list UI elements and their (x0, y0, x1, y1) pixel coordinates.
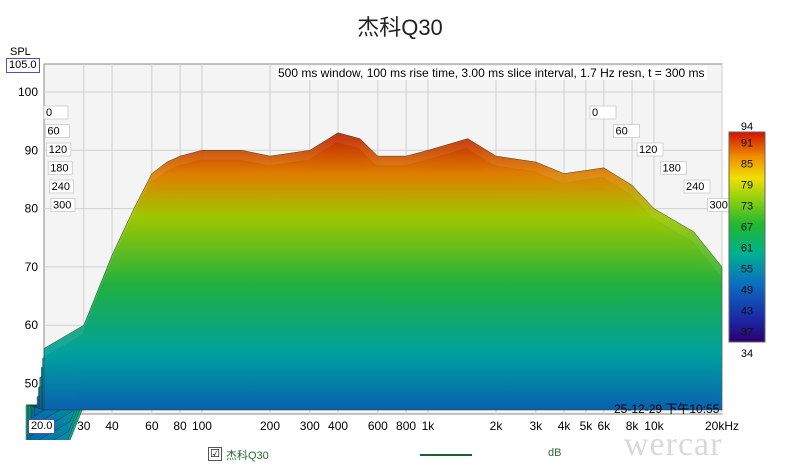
colorbar-tick: 49 (741, 285, 753, 297)
colorbar-tick: 37 (741, 327, 753, 339)
x-tick-label: 200 (260, 419, 280, 433)
legend-series-name: 杰科Q30 (226, 450, 269, 462)
time-label-box (50, 198, 76, 212)
time-labels-left: 0 60 120 180 240 300 (43, 105, 76, 212)
time-tick-left: 300 (53, 200, 71, 212)
colorbar-tick: 34 (741, 348, 753, 360)
x-tick-label: 3k (529, 419, 543, 433)
time-labels-right: 0 60 120 180 240 300 (589, 105, 734, 212)
x-axis-labels: 30 40 60 80 100 200 300 400 600 800 1k 2k 3k 4k 5k 6k 8k… (77, 419, 739, 433)
x-tick-label: 600 (368, 419, 388, 433)
colorbar-tick: 73 (741, 201, 753, 213)
x-tick-label: 800 (396, 419, 416, 433)
legend-unit: dB (548, 447, 562, 459)
time-tick-left: 240 (52, 181, 70, 193)
y-tick-label: 60 (25, 318, 39, 332)
colorbar-tick: 79 (741, 180, 753, 192)
legend-line-swatch (420, 454, 472, 456)
time-tick-left: 60 (47, 126, 59, 138)
time-label-box (613, 124, 640, 138)
x-tick-label: 40 (105, 419, 119, 433)
y-tick-label: 50 (25, 377, 39, 391)
x-tick-label: 30 (77, 419, 91, 433)
x-tick-label: 60 (145, 419, 159, 433)
time-tick-right: 120 (639, 144, 657, 156)
time-tick-right: 240 (686, 181, 704, 193)
waterfall-surface (25, 132, 723, 440)
colorbar-gradient (728, 131, 766, 343)
timestamp: 25-12-29 下午10:55 (614, 402, 720, 416)
chart-title: 杰科Q30 (357, 15, 443, 40)
waterfall-slice (43, 132, 723, 411)
x-tick-label: 20kHz (705, 419, 739, 433)
time-label-box (49, 179, 74, 194)
colorbar-tick: 61 (741, 243, 753, 255)
y-axis-label: SPL (10, 46, 31, 58)
x-tick-label: 2k (490, 419, 504, 433)
time-label-box (45, 124, 70, 138)
analysis-caption: 500 ms window, 100 ms rise time, 3.00 ms… (276, 66, 707, 80)
y-tick-label: 80 (25, 202, 39, 216)
colorbar-tick: 43 (741, 306, 753, 318)
time-label-box (43, 105, 69, 120)
x-tick-label: 400 (328, 419, 348, 433)
time-label-box (46, 142, 72, 157)
y-top-value: 105.0 (6, 58, 40, 73)
x-tick-label: 80 (173, 419, 187, 433)
time-tick-left: 180 (50, 163, 68, 175)
colorbar-tick: 94 (741, 121, 753, 133)
y-axis-labels: 100 90 80 70 60 50 (18, 85, 38, 391)
time-label-box (636, 142, 664, 157)
time-tick-right: 60 (616, 126, 628, 138)
time-label-box (683, 179, 711, 194)
colorbar-tick: 91 (741, 138, 753, 150)
x-tick-label: 6k (597, 419, 611, 433)
time-tick-right: 0 (592, 107, 598, 119)
x-tick-label: 4k (558, 419, 572, 433)
x-tick-label: 100 (192, 419, 212, 433)
x-tick-label: 8k (626, 419, 640, 433)
time-tick-right: 300 (710, 200, 728, 212)
colorbar: 94 91 85 79 73 67 61 55 49 43 37 34 (728, 121, 766, 360)
x-tick-label: 300 (300, 419, 320, 433)
time-label-box (589, 105, 617, 120)
watermark: wercar (624, 426, 723, 463)
y-bottom-value: 20.0 (28, 419, 56, 434)
series-checkbox[interactable]: ☑ (208, 447, 222, 461)
colorbar-tick: 55 (741, 264, 753, 276)
x-tick-label: 1k (422, 419, 436, 433)
x-tick-label: 10k (644, 419, 664, 433)
colorbar-tick: 67 (741, 222, 753, 234)
legend: ☑ 杰科Q30 dB (0, 445, 800, 465)
time-tick-right: 180 (663, 163, 681, 175)
y-tick-label: 100 (18, 85, 38, 99)
colorbar-tick: 85 (741, 159, 753, 171)
time-tick-left: 0 (46, 107, 52, 119)
time-label-box (47, 161, 73, 175)
y-tick-label: 70 (25, 260, 39, 274)
time-label-box (660, 161, 687, 175)
time-tick-left: 120 (49, 144, 67, 156)
y-tick-label: 90 (25, 143, 39, 157)
x-tick-label: 5k (580, 419, 594, 433)
